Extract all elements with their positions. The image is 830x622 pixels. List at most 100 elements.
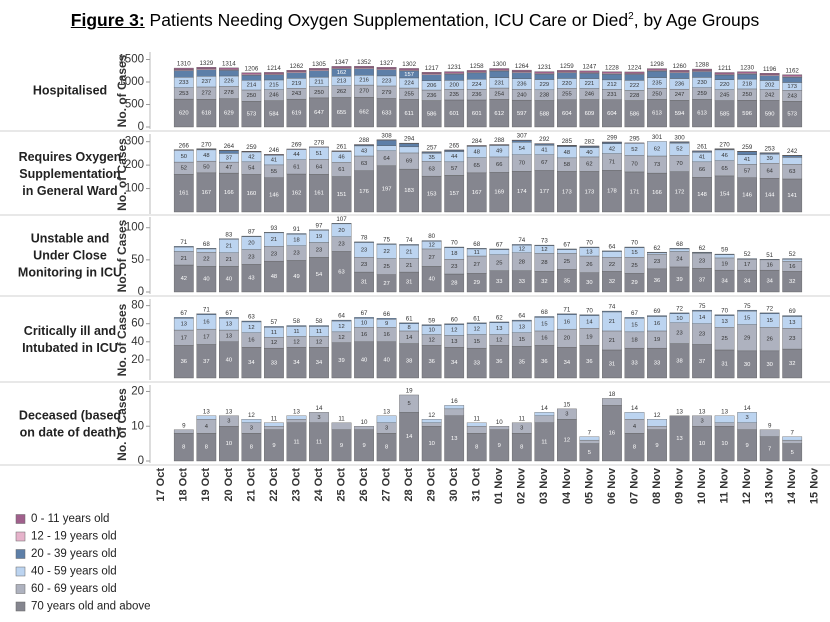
value-label: 22 <box>203 257 209 263</box>
value-label: 41 <box>699 155 705 161</box>
total-label: 12 <box>248 412 255 419</box>
value-label: 31 <box>406 280 412 286</box>
value-label: 25 <box>721 336 727 342</box>
value-label: 12 <box>474 327 480 333</box>
bar-segment <box>421 419 442 423</box>
value-label: 270 <box>359 89 369 95</box>
value-label: 19 <box>586 334 592 340</box>
total-label: 1162 <box>786 67 800 74</box>
value-label: 153 <box>427 192 437 198</box>
total-label: 1310 <box>177 61 191 68</box>
total-label: 1262 <box>290 63 304 70</box>
value-label: 16 <box>654 321 660 327</box>
value-label: 157 <box>449 191 459 197</box>
total-label: 1352 <box>357 59 371 66</box>
bar-segment <box>489 321 510 323</box>
value-label: 64 <box>316 164 323 170</box>
bar-segment <box>376 415 397 423</box>
bar-segment <box>737 258 757 260</box>
total-label: 74 <box>608 304 615 311</box>
x-tick-label: 03 Nov <box>538 467 550 504</box>
total-label: 13 <box>383 408 390 415</box>
value-label: 52 <box>631 147 637 153</box>
bar-segment <box>331 66 352 69</box>
value-label: 50 <box>181 154 187 160</box>
x-tick-label: 29 Oct <box>426 468 438 502</box>
total-label: 52 <box>744 251 751 258</box>
bar-segment <box>444 71 465 74</box>
legend-label: 70 years old and above <box>31 601 151 613</box>
bar-segment <box>759 73 780 75</box>
value-label: 15 <box>474 339 480 345</box>
value-label: 10 <box>361 320 367 326</box>
value-label: 223 <box>382 78 392 84</box>
value-label: 9 <box>498 443 501 449</box>
bar-segment <box>511 140 532 143</box>
value-label: 48 <box>203 153 209 159</box>
value-label: 16 <box>248 338 254 344</box>
legend-label: 0 - 11 years old <box>31 513 109 525</box>
value-label: 36 <box>496 359 502 365</box>
bar-segment <box>534 143 555 146</box>
value-label: 13 <box>676 436 682 442</box>
value-label: 16 <box>789 264 795 270</box>
total-label: 13 <box>721 408 728 415</box>
total-label: 62 <box>699 245 706 252</box>
value-label: 18 <box>451 251 457 257</box>
bar-segment <box>286 325 307 327</box>
total-label: 80 <box>428 233 435 240</box>
bar-segment <box>489 249 510 255</box>
total-label: 1347 <box>335 59 349 66</box>
value-label: 70 <box>631 161 637 167</box>
value-label: 49 <box>496 149 502 155</box>
bar-segment <box>286 233 307 235</box>
value-label: 5 <box>408 401 411 407</box>
legend-label: 40 - 59 years old <box>31 566 117 578</box>
bar-segment <box>376 69 397 77</box>
value-label: 64 <box>766 168 773 174</box>
value-label: 23 <box>271 251 277 257</box>
total-label: 299 <box>607 135 618 142</box>
total-label: 70 <box>631 240 638 247</box>
total-label: 66 <box>383 311 390 318</box>
value-label: 236 <box>427 93 437 99</box>
bar-segment <box>264 72 284 75</box>
total-label: 295 <box>629 136 640 143</box>
bar-segment <box>196 415 217 420</box>
value-label: 30 <box>766 362 772 368</box>
value-label: 33 <box>631 361 637 367</box>
value-label: 10 <box>676 316 682 322</box>
bar-segment <box>331 319 352 322</box>
y-axis-title: No. of Cases <box>115 219 129 292</box>
bar-segment <box>782 436 803 441</box>
bar-segment <box>714 74 735 80</box>
bar-segment <box>331 223 352 225</box>
value-label: 215 <box>269 82 279 88</box>
x-tick-label: 13 Nov <box>764 467 776 504</box>
bar-segment <box>241 235 262 237</box>
bar-segment <box>782 258 803 260</box>
bar-segment <box>759 429 780 437</box>
total-label: 19 <box>406 388 413 395</box>
total-label: 12 <box>428 412 435 419</box>
total-label: 13 <box>699 408 706 415</box>
bar-segment <box>692 71 712 78</box>
value-label: 11 <box>293 439 299 445</box>
value-label: 65 <box>721 166 727 172</box>
value-label: 27 <box>474 262 480 268</box>
value-label: 23 <box>676 331 682 337</box>
total-label: 285 <box>562 138 573 145</box>
legend-swatch <box>15 601 26 612</box>
value-label: 594 <box>675 111 685 117</box>
value-label: 51 <box>316 151 322 157</box>
bar-segment <box>286 72 307 79</box>
bar-segment <box>354 317 374 319</box>
bar-segment <box>647 315 667 317</box>
total-label: 264 <box>224 143 235 150</box>
total-label: 71 <box>203 306 210 313</box>
value-label: 10 <box>428 441 434 447</box>
total-label: 1258 <box>470 63 484 70</box>
total-label: 12 <box>654 412 661 419</box>
value-label: 12 <box>338 335 344 341</box>
